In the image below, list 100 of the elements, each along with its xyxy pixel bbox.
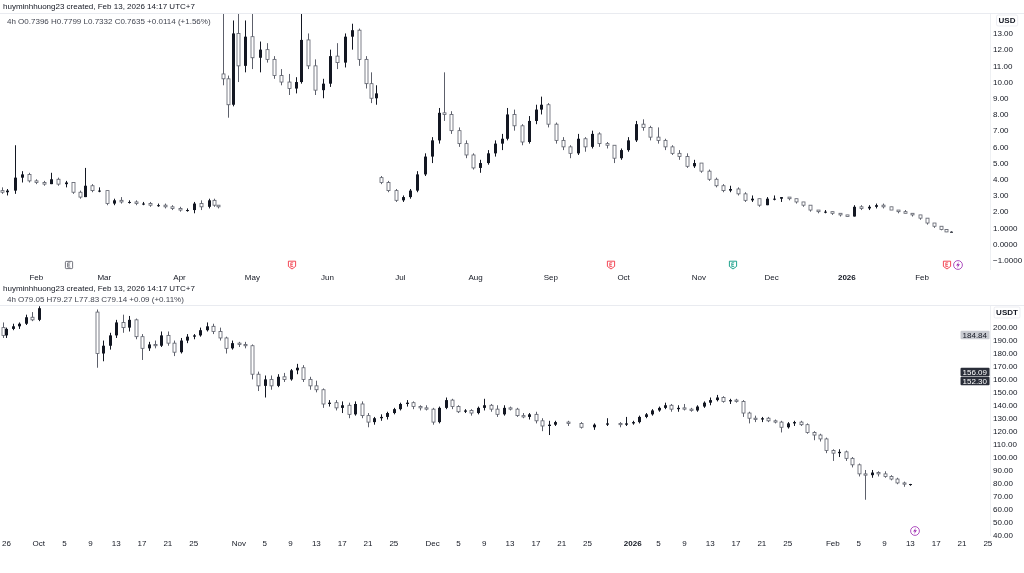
y-tick-label: 0.0000 [993,239,1019,249]
candlestick [546,102,551,128]
candlestick [416,170,419,193]
x-tick-label: Jun [321,273,335,282]
x-tick-label: 21 [957,539,968,548]
y-tick-label: 11.00 [993,61,1013,71]
x-tick-label: 13 [905,539,916,548]
y-tick-label: 130.00 [993,414,1019,424]
x-tick-label: 17 [731,539,742,548]
candlestick [431,136,434,164]
x-tick-label: Jul [395,273,406,282]
x-tick-label: 21 [757,539,767,548]
candlestick [335,42,340,70]
candlestick [442,71,447,122]
candlestick [528,115,531,145]
y-tick-label: 1.0000 [993,223,1019,233]
y-tick-label: 70.00 [993,491,1014,501]
x-tick-label: 9 [882,539,888,548]
y-tick-label: 3.00 [993,191,1010,201]
x-tick-label: 5 [856,539,862,548]
x-tick-label: 21 [363,539,374,548]
y-tick-label: 9.00 [993,94,1010,104]
y-tick-label: 5.00 [993,158,1010,168]
candlestick [264,375,267,399]
y-tick-label: 8.00 [993,110,1010,120]
y-tick-label: 170.00 [993,362,1019,372]
y-tick-label: −1.0000 [993,256,1023,266]
x-tick-label: 17 [531,539,541,548]
candlestick [535,104,538,125]
x-tick-label: 5 [62,539,68,548]
x-tick-label: Feb [825,539,841,548]
candlestick [520,123,525,146]
candlestick [512,109,517,132]
candlestick [250,14,255,70]
candlestick [577,133,580,156]
chart-subtitle: 4h O0.7396 H0.7799 L0.7332 C0.7635 +0.0114 (+1.56%) [7,17,211,26]
chart-title: huyminhhuong23 created, Feb 13, 2026 14:17 UTC+7 [3,284,196,293]
candlestick [321,387,326,409]
candlestick [186,207,189,213]
x-tick-label: May [244,273,260,282]
x-tick-label: Dec [764,273,779,282]
candlestick [259,41,262,73]
x-tick-label: 9 [88,539,94,548]
y-axis-title: USDT [996,308,1018,317]
y-tick-label: 2.00 [993,207,1010,217]
candlestick [351,23,354,51]
y-tick-label: 7.00 [993,126,1010,136]
x-tick-label: 21 [163,539,173,548]
x-tick-label: Nov [231,539,247,548]
x-tick-label: Oct [617,273,631,282]
y-tick-label: 200.00 [993,323,1019,333]
annotation: 156.09 [962,367,988,377]
x-tick-label: Apr [173,273,187,282]
candlestick [115,319,118,339]
candlestick [449,110,454,135]
x-tick-label: 9 [682,539,688,548]
candlestick [102,340,105,362]
x-tick-label: 25 [389,539,399,548]
x-tick-label: 13 [111,539,122,548]
y-tick-label: 50.00 [993,517,1014,527]
x-tick-label: 9 [482,539,488,548]
y-tick-label: 13.00 [993,29,1014,39]
x-tick-label: 9 [288,539,294,548]
y-tick-label: 12.00 [993,45,1014,55]
x-tick-label: 2026 [837,273,857,282]
chart-subtitle: 4h O79.05 H79.27 L77.83 C79.14 +0.09 (+0.11%) [7,295,185,304]
x-tick-label: 17 [137,539,148,548]
candlestick [375,84,378,106]
y-tick-label: 40.00 [993,530,1014,540]
x-tick-label: 25 [583,539,593,548]
y-tick-label: 10.00 [993,77,1014,87]
candlestick [128,199,131,205]
candlestick [635,120,638,143]
x-tick-label: 13 [505,539,516,548]
candlestick [121,314,126,334]
x-tick-label: 17 [931,539,942,548]
x-tick-label: Feb [915,273,930,282]
y-tick-label: 80.00 [993,478,1014,488]
x-tick-label: 26 [2,539,12,548]
x-tick-label: Dec [425,539,440,548]
x-tick-label: Sep [543,273,559,282]
y-tick-label: 160.00 [993,375,1019,385]
candlestick [554,122,559,145]
x-tick-label: 25 [783,539,793,548]
x-tick-label: 13 [705,539,716,548]
x-tick-label: 5 [262,539,268,548]
x-tick-label: 2026 [623,539,643,548]
y-tick-label: 150.00 [993,388,1019,398]
y-tick-label: 4.00 [993,175,1010,185]
x-tick-label: 25 [189,539,199,548]
candlestick [424,152,427,177]
y-tick-label: 100.00 [993,452,1019,462]
candlestick [84,167,87,198]
x-tick-label: 21 [557,539,567,548]
y-tick-label: 60.00 [993,504,1014,514]
candlestick [265,42,270,64]
annotation: 184.84 [962,330,988,340]
x-tick-label: Feb [29,273,44,282]
y-tick-label: 6.00 [993,142,1010,152]
y-axis-title: USD [998,16,1016,25]
